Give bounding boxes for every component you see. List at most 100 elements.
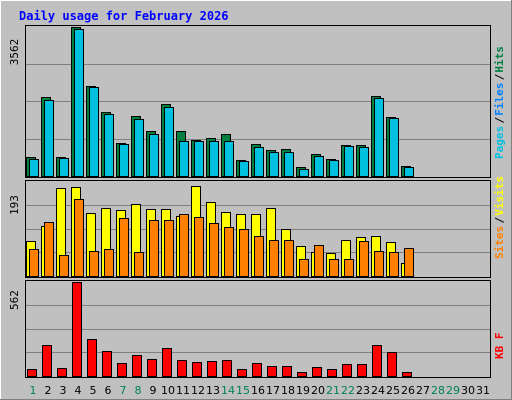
bar-sites-day-3 bbox=[59, 255, 69, 277]
bar-files-day-19 bbox=[299, 169, 309, 177]
panel-hits-max-label: 3562 bbox=[8, 39, 21, 66]
bar-sites-day-20 bbox=[314, 245, 324, 277]
bar-kb-f-day-19 bbox=[297, 372, 307, 377]
bar-sites-day-8 bbox=[134, 252, 144, 277]
bar-sites-day-24 bbox=[374, 251, 384, 277]
bar-kb-f-day-17 bbox=[267, 366, 277, 377]
panel-kbytes: 562 KB F bbox=[8, 280, 506, 378]
bar-files-day-6 bbox=[104, 114, 114, 177]
bar-sites-day-15 bbox=[239, 229, 249, 277]
x-tick-label-day-27: 27 bbox=[416, 384, 430, 397]
panel-kbytes-legend: KB F bbox=[493, 333, 506, 360]
x-tick-label-day-6: 6 bbox=[105, 384, 112, 397]
x-tick-label-day-8: 8 bbox=[135, 384, 142, 397]
bar-files-day-9 bbox=[149, 134, 159, 177]
x-tick-label-day-3: 3 bbox=[60, 384, 67, 397]
bar-sites-day-4 bbox=[74, 199, 84, 277]
bar-kb-f-day-5 bbox=[87, 339, 97, 377]
x-axis-day-labels: 1 2 3 4 5 6 7 8 9 10 11 12 13 14 15 16 17 18 19 20 21 22 23 24 2… bbox=[30, 384, 491, 397]
bar-kb-f-day-11 bbox=[177, 360, 187, 377]
legend-sites: Sites bbox=[493, 226, 506, 259]
bar-files-day-8 bbox=[134, 119, 144, 177]
bar-kb-f-day-6 bbox=[102, 351, 112, 377]
bar-files-day-25 bbox=[389, 118, 399, 177]
bar-files-day-14 bbox=[224, 141, 234, 177]
bar-kb-f-day-16 bbox=[252, 363, 262, 377]
x-tick-label-day-21: 21 bbox=[326, 384, 340, 397]
bar-sites-day-26 bbox=[404, 248, 414, 277]
x-tick-label-day-12: 12 bbox=[191, 384, 205, 397]
bar-files-day-22 bbox=[344, 146, 354, 177]
x-tick-label-day-13: 13 bbox=[206, 384, 220, 397]
bar-sites-day-13 bbox=[209, 223, 219, 277]
x-tick-label-day-25: 25 bbox=[386, 384, 400, 397]
bar-kb-f-day-8 bbox=[132, 355, 142, 377]
panel-visits-max-label: 193 bbox=[8, 195, 21, 215]
bar-sites-day-14 bbox=[224, 227, 234, 277]
bar-kb-f-day-21 bbox=[327, 369, 337, 377]
bar-files-day-12 bbox=[194, 141, 204, 177]
bar-files-day-3 bbox=[59, 158, 69, 177]
x-tick-label-day-19: 19 bbox=[296, 384, 310, 397]
x-tick-label-day-22: 22 bbox=[341, 384, 355, 397]
legend-separator: / bbox=[493, 217, 506, 224]
bar-sites-day-2 bbox=[44, 222, 54, 277]
bar-kb-f-day-23 bbox=[357, 364, 367, 377]
bar-files-day-5 bbox=[89, 87, 99, 177]
x-tick-label-day-11: 11 bbox=[176, 384, 190, 397]
bar-kb-f-day-10 bbox=[162, 348, 172, 377]
bar-sites-day-7 bbox=[119, 218, 129, 277]
bar-kb-f-day-4 bbox=[72, 282, 82, 377]
bar-sites-day-5 bbox=[89, 251, 99, 277]
x-tick-label-day-30: 30 bbox=[461, 384, 475, 397]
panel-kbytes-max-label: 562 bbox=[8, 290, 21, 310]
legend-hits: Hits bbox=[493, 46, 506, 73]
x-tick-label-day-24: 24 bbox=[371, 384, 385, 397]
bar-kb-f-day-9 bbox=[147, 359, 157, 377]
bar-files-day-15 bbox=[239, 161, 249, 177]
bar-kb-f-day-1 bbox=[27, 369, 37, 377]
bar-sites-day-23 bbox=[359, 241, 369, 277]
bar-kb-f-day-18 bbox=[282, 366, 292, 377]
x-tick-label-day-1: 1 bbox=[30, 384, 37, 397]
bar-files-day-4 bbox=[74, 29, 84, 177]
x-tick-label-day-10: 10 bbox=[161, 384, 175, 397]
bar-kb-f-day-13 bbox=[207, 361, 217, 377]
bar-sites-day-17 bbox=[269, 240, 279, 277]
bar-files-day-2 bbox=[44, 100, 54, 177]
bar-sites-day-22 bbox=[344, 259, 354, 277]
bar-kb-f-day-24 bbox=[372, 345, 382, 377]
legend-separator: / bbox=[493, 73, 506, 80]
bar-files-day-11 bbox=[179, 141, 189, 177]
bar-kb-f-day-22 bbox=[342, 364, 352, 377]
bar-files-day-18 bbox=[284, 152, 294, 177]
bar-files-day-16 bbox=[254, 147, 264, 177]
bar-files-day-23 bbox=[359, 147, 369, 177]
bar-sites-day-11 bbox=[179, 214, 189, 277]
x-tick-label-day-16: 16 bbox=[251, 384, 265, 397]
bar-kb-f-day-7 bbox=[117, 363, 127, 377]
x-tick-label-day-4: 4 bbox=[75, 384, 82, 397]
x-tick-label-day-29: 29 bbox=[446, 384, 460, 397]
x-tick-label-day-9: 9 bbox=[150, 384, 157, 397]
panel-visits-legend: Sites /Visits bbox=[493, 176, 506, 259]
bar-sites-day-21 bbox=[329, 259, 339, 277]
bar-sites-day-1 bbox=[29, 249, 39, 277]
bar-kb-f-day-14 bbox=[222, 360, 232, 377]
legend-visits: Visits bbox=[493, 176, 506, 216]
x-tick-label-day-20: 20 bbox=[311, 384, 325, 397]
bar-kb-f-day-20 bbox=[312, 367, 322, 377]
legend-separator: / bbox=[493, 117, 506, 124]
bar-kb-f-day-15 bbox=[237, 369, 247, 377]
x-tick-label-day-18: 18 bbox=[281, 384, 295, 397]
x-tick-label-day-14: 14 bbox=[221, 384, 235, 397]
x-tick-label-day-23: 23 bbox=[356, 384, 370, 397]
bar-kb-f-day-25 bbox=[387, 352, 397, 377]
x-tick-label-day-17: 17 bbox=[266, 384, 280, 397]
bar-kb-f-day-2 bbox=[42, 345, 52, 377]
chart-panels: 3562Pages/Files/Hits193Sites/Visits562KB… bbox=[8, 25, 506, 378]
x-tick-label-day-26: 26 bbox=[401, 384, 415, 397]
bar-kb-f-day-26 bbox=[402, 372, 412, 377]
